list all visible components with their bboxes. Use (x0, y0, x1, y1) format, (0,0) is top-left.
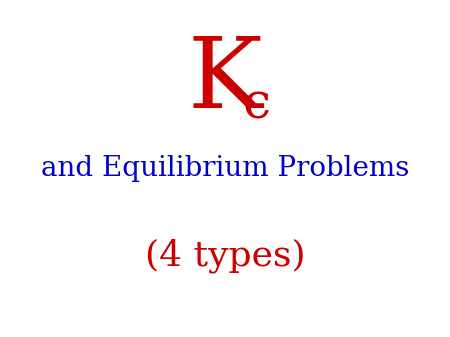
Text: (4 types): (4 types) (145, 239, 305, 273)
Text: c: c (243, 80, 270, 129)
Text: K: K (188, 33, 262, 129)
Text: and Equilibrium Problems: and Equilibrium Problems (41, 155, 409, 182)
